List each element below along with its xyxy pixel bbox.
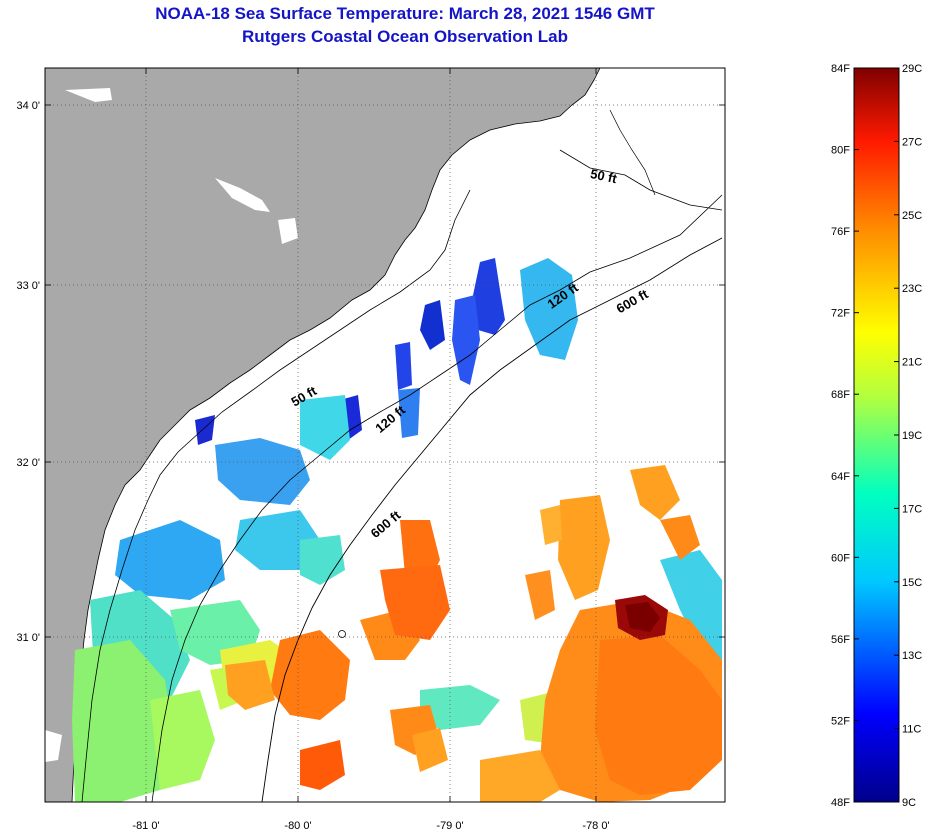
colorbar-c-label: 15C	[902, 577, 922, 589]
axis-ticks	[45, 68, 725, 802]
colorbar-c-label: 29C	[902, 63, 922, 75]
buoy-marker[interactable]	[338, 630, 346, 638]
map-subtitle: Rutgers Coastal Ocean Observation Lab	[242, 27, 568, 46]
sst-patches-cool	[90, 258, 722, 730]
sst-patches-warm	[225, 465, 722, 802]
coastline	[71, 68, 601, 802]
colorbar-c-label: 13C	[902, 650, 922, 662]
lat-tick-label: 34 0'	[16, 100, 40, 112]
lat-tick-label: 32 0'	[16, 457, 40, 469]
colorbar-f-label: 64F	[831, 471, 850, 483]
colorbar-f-label: 80F	[831, 145, 850, 157]
contour-label-50ft: 50 ft	[589, 166, 619, 186]
colorbar-gradient	[853, 67, 900, 803]
colorbar-c-label: 11C	[902, 724, 921, 736]
coastline	[609, 109, 656, 196]
lake-area	[65, 88, 112, 102]
colorbar-c-label: 25C	[902, 210, 922, 222]
gridlines	[45, 68, 725, 802]
colorbar-f-ticks: 84F 80F 76F 72F 68F 64F 60F 56F 52F 48F	[831, 63, 859, 809]
lake-area	[215, 178, 270, 212]
land-area	[45, 68, 600, 802]
lon-tick-label: -80 0'	[284, 820, 311, 832]
colorbar-c-label: 19C	[902, 430, 922, 442]
lake-area	[45, 730, 62, 762]
lon-tick-label: -79 0'	[436, 820, 463, 832]
colorbar: 84F 80F 76F 72F 68F 64F 60F 56F 52F 48F 29C 27C 25C…	[831, 63, 922, 809]
lat-tick-label: 33 0'	[16, 280, 40, 292]
map-title: NOAA-18 Sea Surface Temperature: March 2…	[155, 4, 655, 23]
colorbar-f-label: 72F	[831, 308, 850, 320]
colorbar-c-label: 21C	[902, 357, 922, 369]
colorbar-f-label: 76F	[831, 226, 850, 238]
contour-50ft	[81, 149, 723, 802]
colorbar-f-label: 52F	[831, 715, 850, 727]
colorbar-c-label: 27C	[902, 136, 922, 148]
sst-patches-cold	[195, 258, 505, 445]
lon-tick-label: -81 0'	[132, 820, 159, 832]
colorbar-f-label: 48F	[831, 797, 850, 809]
warm-eddy-core	[625, 602, 660, 632]
lon-tick-label: -78 0'	[582, 820, 609, 832]
map-frame	[44, 67, 726, 803]
colorbar-f-label: 84F	[831, 63, 850, 75]
colorbar-c-label: 9C	[902, 797, 916, 809]
lat-tick-label: 31 0'	[16, 632, 40, 644]
colorbar-f-label: 68F	[831, 389, 850, 401]
colorbar-c-label: 23C	[902, 283, 922, 295]
lake-area	[278, 218, 298, 244]
contour-120ft	[151, 194, 723, 802]
contour-600ft	[261, 237, 723, 802]
colorbar-f-label: 60F	[831, 552, 850, 564]
colorbar-f-label: 56F	[831, 634, 850, 646]
colorbar-c-label: 17C	[902, 503, 922, 515]
colorbar-c-ticks: 29C 27C 25C 23C 21C 19C 17C 15C 13C 11C 9C	[894, 63, 922, 809]
